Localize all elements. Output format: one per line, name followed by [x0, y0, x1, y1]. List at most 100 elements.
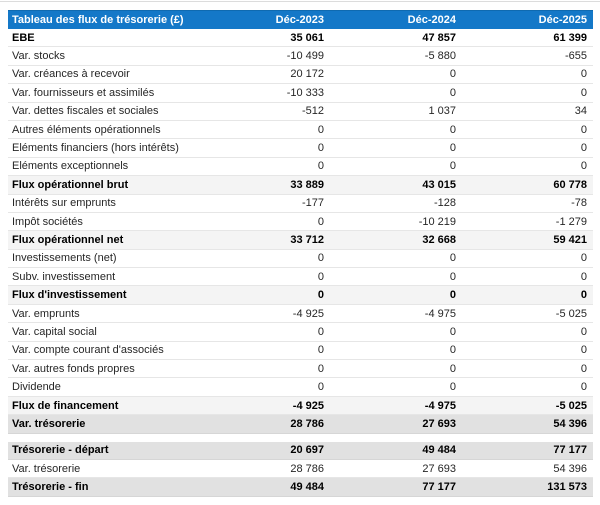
row-label: Var. stocks [8, 46, 198, 66]
row-value: 49 484 [198, 477, 330, 497]
row-value: -177 [198, 194, 330, 213]
row-value: 0 [330, 249, 462, 269]
row-value: 0 [462, 341, 593, 361]
row-value: -10 499 [198, 46, 330, 66]
row-value: 0 [462, 359, 593, 379]
row-value: -4 975 [330, 396, 462, 416]
table-row: Eléments exceptionnels 0 0 0 [8, 157, 593, 177]
row-value: 0 [330, 359, 462, 379]
row-value: 0 [198, 138, 330, 158]
row-value: 54 396 [462, 414, 593, 434]
column-header-dec-2025: Déc-2025 [462, 10, 593, 29]
row-value: 1 037 [330, 102, 462, 121]
row-value: 0 [330, 322, 462, 342]
top-divider [0, 1, 600, 2]
row-value: 0 [330, 138, 462, 158]
table-row: Var. emprunts -4 925 -4 975 -5 025 [8, 304, 593, 324]
table-row: Var. dettes fiscales et sociales -512 1 03… [8, 102, 593, 121]
row-value: 0 [330, 341, 462, 361]
column-header-dec-2023: Déc-2023 [198, 10, 330, 29]
row-value: 0 [462, 65, 593, 85]
row-value: -10 333 [198, 83, 330, 103]
table-row: Intérêts sur emprunts -177 -128 -78 [8, 194, 593, 213]
row-value: 0 [198, 285, 330, 305]
row-label: Var. fournisseurs et assimilés [8, 83, 198, 103]
row-value: 0 [198, 249, 330, 269]
row-value: 28 786 [198, 414, 330, 434]
row-value: -10 219 [330, 212, 462, 232]
table-title: Tableau des flux de trésorerie (£) [8, 10, 198, 29]
row-value: 43 015 [330, 175, 462, 195]
row-value: -1 279 [462, 212, 593, 232]
row-value: -5 025 [462, 396, 593, 416]
table-row: Dividende 0 0 0 [8, 377, 593, 397]
table-row: Flux d'investissement 0 0 0 [8, 285, 593, 305]
row-label: Var. trésorerie [8, 459, 198, 479]
row-value: 0 [462, 120, 593, 140]
row-label: Subv. investissement [8, 267, 198, 287]
row-value: 0 [198, 212, 330, 232]
row-value: 0 [462, 285, 593, 305]
row-label: Var. dettes fiscales et sociales [8, 102, 198, 121]
table-row: Var. trésorerie 28 786 27 693 54 396 [8, 459, 593, 479]
row-value: 0 [198, 322, 330, 342]
row-value: 32 668 [330, 230, 462, 250]
row-value: 0 [462, 83, 593, 103]
row-value: 0 [198, 359, 330, 379]
row-value: -512 [198, 102, 330, 121]
row-label: Impôt sociétés [8, 212, 198, 232]
table-row: Subv. investissement 0 0 0 [8, 267, 593, 287]
row-label: Var. emprunts [8, 304, 198, 324]
row-label: Autres éléments opérationnels [8, 120, 198, 140]
table-row: Flux de financement -4 925 -4 975 -5 025 [8, 396, 593, 416]
row-value: 77 177 [462, 441, 593, 460]
row-value: 20 697 [198, 441, 330, 460]
table-row: EBE 35 061 47 857 61 399 [8, 29, 593, 48]
row-value: 0 [198, 120, 330, 140]
row-value: 35 061 [198, 29, 330, 48]
table-row: Var. trésorerie 28 786 27 693 54 396 [8, 414, 593, 434]
row-value: 60 778 [462, 175, 593, 195]
cashflow-table-body: EBE 35 061 47 857 61 399 Var. stocks -10 499-… [8, 29, 593, 497]
row-value: -655 [462, 46, 593, 66]
table-row: Var. créances à recevoir 20 172 0 0 [8, 65, 593, 85]
row-value: -4 925 [198, 304, 330, 324]
spacer-cell [8, 433, 593, 442]
row-value: 0 [462, 157, 593, 177]
row-label: Var. trésorerie [8, 414, 198, 434]
table-row: Impôt sociétés 0 -10 219 -1 279 [8, 212, 593, 232]
row-value: 49 484 [330, 441, 462, 460]
row-value: 0 [462, 249, 593, 269]
row-label: Flux d'investissement [8, 285, 198, 305]
row-value: 28 786 [198, 459, 330, 479]
row-value: 27 693 [330, 459, 462, 479]
row-value: -5 880 [330, 46, 462, 66]
table-row: Flux opérationnel brut 33 889 43 015 60 778 [8, 175, 593, 195]
table-row: Eléments financiers (hors intérêts) 0 0 0 [8, 138, 593, 158]
row-label: Investissements (net) [8, 249, 198, 269]
row-value: 54 396 [462, 459, 593, 479]
row-value: 0 [330, 65, 462, 85]
table-row: Autres éléments opérationnels 0 0 0 [8, 120, 593, 140]
table-row: Trésorerie - fin 49 484 77 177 131 573 [8, 477, 593, 497]
row-label: Flux opérationnel net [8, 230, 198, 250]
row-value: 33 712 [198, 230, 330, 250]
row-label: Flux de financement [8, 396, 198, 416]
row-value: -4 975 [330, 304, 462, 324]
row-value: 0 [330, 285, 462, 305]
table-row: Flux opérationnel net 33 712 32 668 59 421 [8, 230, 593, 250]
row-value: 20 172 [198, 65, 330, 85]
table-row: Var. autres fonds propres 0 0 0 [8, 359, 593, 379]
row-value: -5 025 [462, 304, 593, 324]
row-value: 34 [462, 102, 593, 121]
row-label: Dividende [8, 377, 198, 397]
table-row: Investissements (net) 0 0 0 [8, 249, 593, 269]
row-label: Eléments exceptionnels [8, 157, 198, 177]
row-label: Var. autres fonds propres [8, 359, 198, 379]
row-value: 61 399 [462, 29, 593, 48]
row-value: 0 [462, 322, 593, 342]
row-value: 0 [330, 157, 462, 177]
cashflow-table: Tableau des flux de trésorerie (£) Déc-2… [8, 10, 593, 497]
row-value: 131 573 [462, 477, 593, 497]
row-label: Var. compte courant d'associés [8, 341, 198, 361]
